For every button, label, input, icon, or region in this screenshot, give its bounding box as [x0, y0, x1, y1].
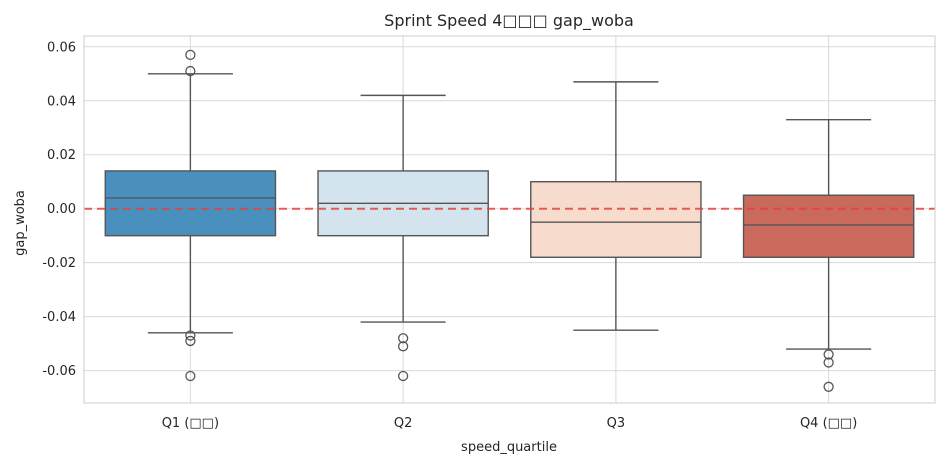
x-tick-label: Q2: [394, 416, 413, 431]
box-iqr: [530, 181, 702, 258]
chart-title: Sprint Speed 4□□□ gap_woba: [384, 11, 634, 31]
x-tick-label: Q1 (□□): [162, 416, 219, 431]
outlier-point: [823, 381, 834, 392]
y-axis-ticks: -0.06 -0.04 -0.02 0.00 0.02 0.04 0.06: [42, 40, 76, 379]
outlier-point: [397, 341, 409, 352]
y-tick-label: 0.06: [47, 40, 76, 55]
box-iqr: [742, 194, 915, 258]
x-axis-label: speed_quartile: [461, 440, 557, 455]
outlier-point: [185, 335, 196, 347]
x-axis-ticks: Q1 (□□) Q2 Q3 Q4 (□□): [162, 416, 858, 431]
y-tick-label: 0.04: [47, 94, 76, 109]
box-group: [104, 49, 277, 382]
outlier-point: [185, 65, 196, 77]
outlier-point: [823, 349, 834, 360]
y-tick-label: -0.06: [42, 364, 76, 379]
y-tick-label: -0.02: [42, 256, 76, 271]
y-tick-label: 0.00: [47, 202, 76, 217]
boxes-layer: [104, 49, 915, 392]
y-tick-label: -0.04: [42, 310, 76, 325]
plot-frame: [83, 35, 936, 404]
box-iqr: [104, 170, 277, 237]
y-axis-label: gap_woba: [13, 190, 28, 256]
x-tick-label: Q4 (□□): [800, 416, 857, 431]
outlier-point: [185, 330, 196, 341]
outlier-point: [185, 370, 196, 382]
box-group: [742, 118, 915, 392]
x-tick-label: Q3: [607, 416, 626, 431]
outlier-point: [397, 333, 409, 344]
y-tick-label: 0.02: [47, 148, 76, 163]
box-group: [530, 81, 702, 331]
box-group: [317, 94, 489, 382]
outlier-point: [397, 370, 409, 382]
outlier-point: [185, 49, 196, 61]
outlier-point: [823, 357, 834, 368]
